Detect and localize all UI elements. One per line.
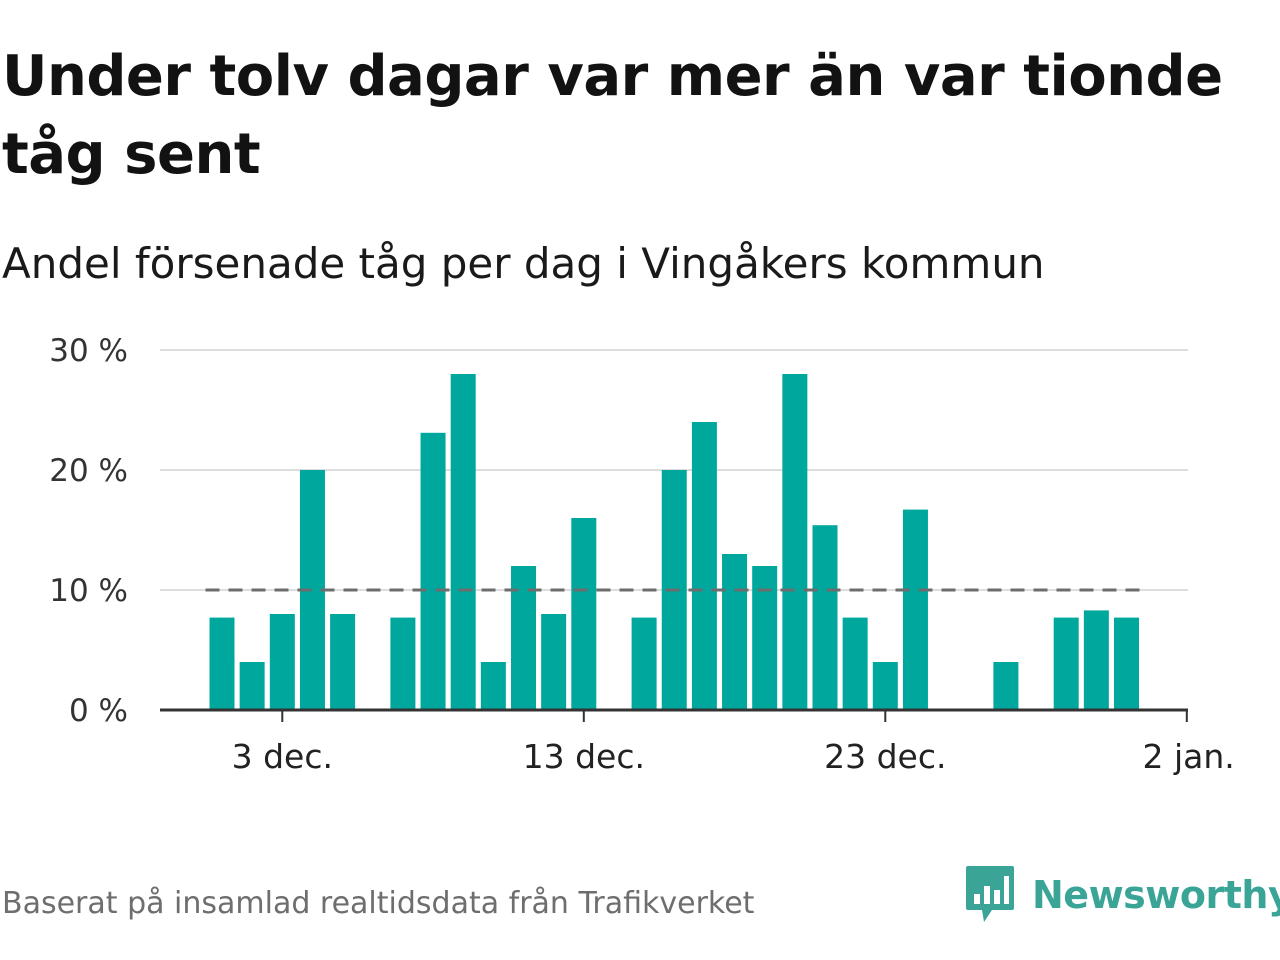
bar (571, 518, 597, 710)
bar (1114, 617, 1139, 710)
x-tick-label: 13 dec. (523, 737, 645, 776)
bar (842, 617, 868, 710)
bar (782, 374, 808, 710)
x-axis (160, 708, 1188, 722)
bar (269, 614, 295, 710)
bar (209, 617, 235, 710)
bar (691, 422, 717, 710)
source-note: Baserat på insamlad realtidsdata från Tr… (2, 886, 755, 921)
y-tick-label: 30 % (49, 333, 128, 369)
bar (239, 662, 265, 710)
bar (902, 509, 928, 710)
chart-title: Under tolv dagar var mer än var tionde t… (2, 44, 1223, 187)
brand-name: Newsworthy (1032, 873, 1280, 917)
bar (631, 617, 657, 710)
bar (722, 554, 748, 710)
bar (420, 432, 446, 710)
x-tick-label: 3 dec. (232, 737, 333, 776)
bar (872, 662, 898, 710)
newsworthy-logo-icon (966, 866, 1014, 922)
y-tick-label: 10 % (49, 573, 128, 609)
y-tick-label: 0 % (69, 693, 128, 729)
newsworthy-brand[interactable]: Newsworthy (964, 864, 1280, 926)
bar (541, 614, 567, 710)
bar (480, 662, 506, 710)
x-tick-label: 2 jan. (1143, 737, 1235, 776)
bar (1053, 617, 1079, 710)
bar (1083, 610, 1109, 710)
bar (450, 374, 476, 710)
y-tick-label: 20 % (49, 453, 128, 489)
bars (209, 374, 1139, 710)
bar (993, 662, 1019, 710)
x-tick-label: 23 dec. (824, 737, 946, 776)
bar (812, 525, 838, 710)
bar (390, 617, 416, 710)
bar (330, 614, 356, 710)
bar-chart: 0 % 10 % 20 % 30 % 3 dec. 13 dec. 23 dec. 2 ja… (49, 333, 1235, 776)
x-axis-labels: 3 dec. 13 dec. 23 dec. 2 jan. (232, 737, 1235, 776)
bar (511, 566, 536, 710)
chart-subtitle: Andel försenade tåg per dag i Vingåkers … (2, 239, 1045, 288)
y-axis-labels: 0 % 10 % 20 % 30 % (49, 333, 128, 729)
bar (752, 566, 778, 710)
